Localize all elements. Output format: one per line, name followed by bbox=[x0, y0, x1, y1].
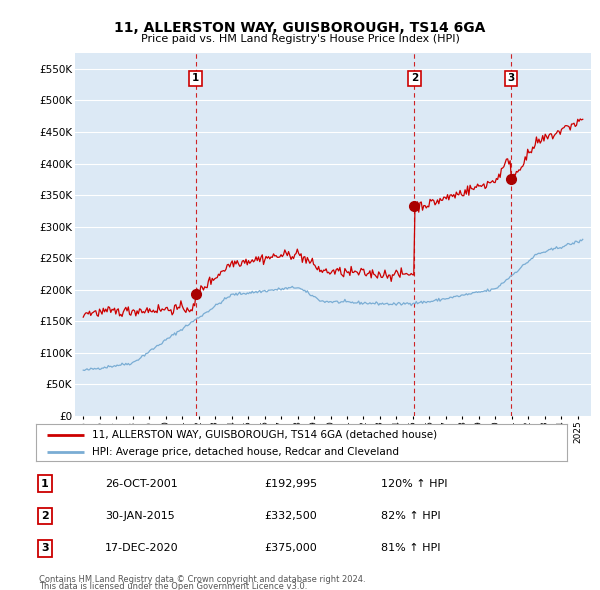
Text: £375,000: £375,000 bbox=[264, 543, 317, 553]
Text: £192,995: £192,995 bbox=[264, 478, 317, 489]
Text: 120% ↑ HPI: 120% ↑ HPI bbox=[381, 478, 448, 489]
Text: 1: 1 bbox=[41, 478, 49, 489]
Text: £332,500: £332,500 bbox=[264, 511, 317, 521]
Text: 2: 2 bbox=[41, 511, 49, 521]
Text: 26-OCT-2001: 26-OCT-2001 bbox=[105, 478, 178, 489]
Text: Contains HM Land Registry data © Crown copyright and database right 2024.: Contains HM Land Registry data © Crown c… bbox=[39, 575, 365, 584]
Text: 82% ↑ HPI: 82% ↑ HPI bbox=[381, 511, 440, 521]
Text: This data is licensed under the Open Government Licence v3.0.: This data is licensed under the Open Gov… bbox=[39, 582, 307, 590]
Text: 30-JAN-2015: 30-JAN-2015 bbox=[105, 511, 175, 521]
Text: 81% ↑ HPI: 81% ↑ HPI bbox=[381, 543, 440, 553]
Text: 1: 1 bbox=[192, 74, 199, 84]
Text: 3: 3 bbox=[41, 543, 49, 553]
Text: HPI: Average price, detached house, Redcar and Cleveland: HPI: Average price, detached house, Redc… bbox=[92, 447, 399, 457]
Text: 17-DEC-2020: 17-DEC-2020 bbox=[105, 543, 179, 553]
Text: 2: 2 bbox=[410, 74, 418, 84]
Text: Price paid vs. HM Land Registry's House Price Index (HPI): Price paid vs. HM Land Registry's House … bbox=[140, 34, 460, 44]
Text: 11, ALLERSTON WAY, GUISBOROUGH, TS14 6GA (detached house): 11, ALLERSTON WAY, GUISBOROUGH, TS14 6GA… bbox=[92, 430, 437, 440]
Text: 3: 3 bbox=[508, 74, 515, 84]
Text: 11, ALLERSTON WAY, GUISBOROUGH, TS14 6GA: 11, ALLERSTON WAY, GUISBOROUGH, TS14 6GA bbox=[115, 21, 485, 35]
